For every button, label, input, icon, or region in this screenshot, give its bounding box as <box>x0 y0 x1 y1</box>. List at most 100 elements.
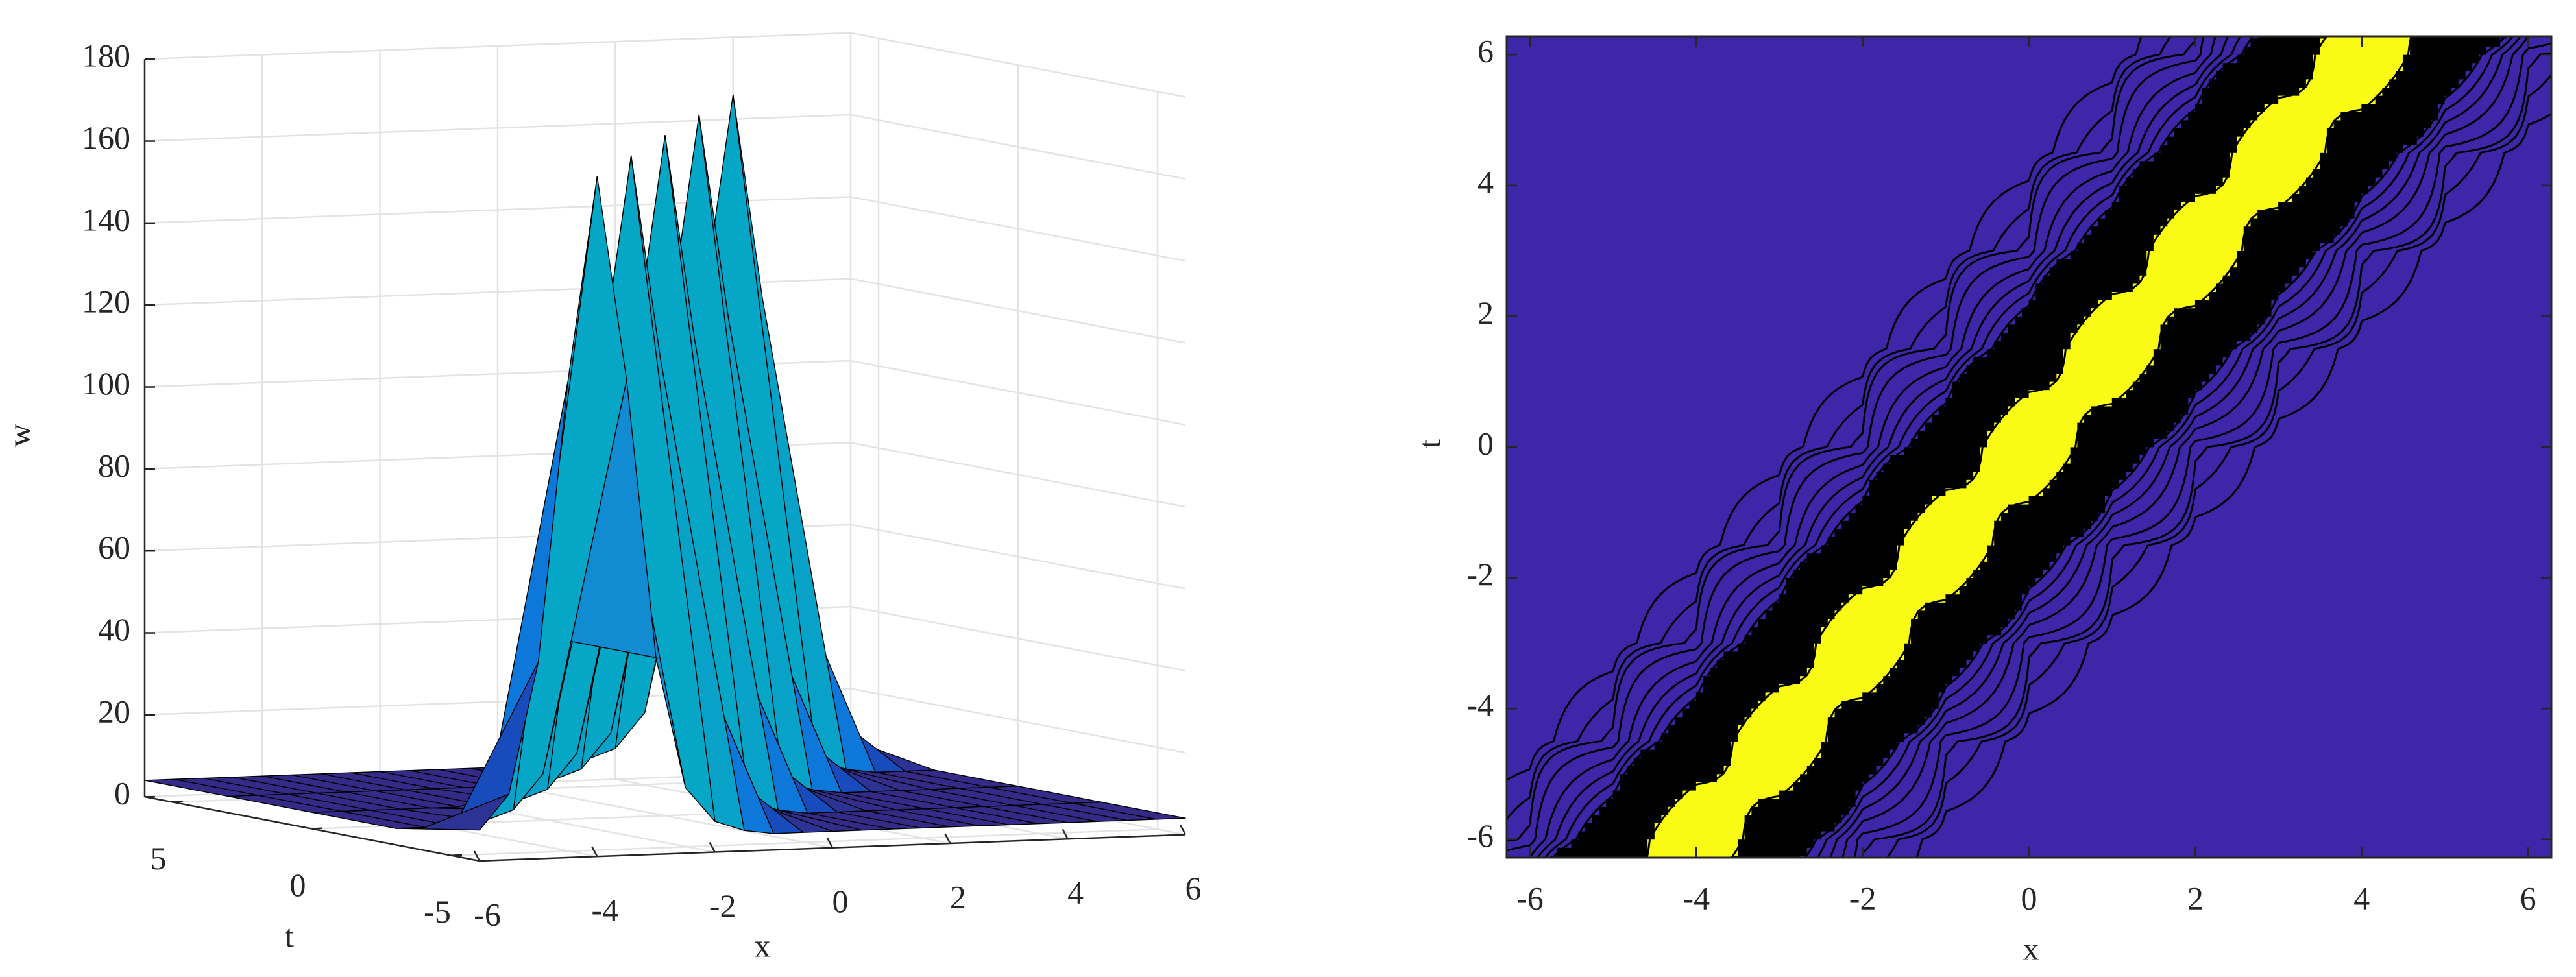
contour-fill <box>1529 348 1614 357</box>
contour-fill <box>1800 675 1864 684</box>
contour-fill <box>1612 348 1697 357</box>
contour-fill <box>1529 299 1614 309</box>
contour-fill <box>2194 520 2279 529</box>
contour-fill <box>1612 790 1683 799</box>
contour-fill <box>1613 21 1697 30</box>
contour-fill <box>2313 169 2363 178</box>
contour-fill <box>2527 95 2551 104</box>
contour-fill <box>2049 381 2113 391</box>
contour-fill <box>1612 520 1697 529</box>
contour-fill <box>2527 357 2551 366</box>
contour-fill <box>2417 21 2446 30</box>
contour-fill <box>2194 782 2279 791</box>
contour-fill <box>2361 275 2446 284</box>
contour-fill <box>2111 71 2196 80</box>
contour-fill <box>1550 855 1614 858</box>
contour-fill <box>1945 160 2030 170</box>
contour-fill <box>2028 308 2092 317</box>
contour-fill <box>1507 439 1531 448</box>
contour-fill <box>1612 422 1697 431</box>
contour-fill <box>2444 814 2529 823</box>
contour-fill <box>2111 814 2196 823</box>
contour-fill <box>1695 830 1745 840</box>
contour-fill <box>2278 275 2293 284</box>
contour-fill <box>1612 185 1697 194</box>
x-tick <box>1179 824 1187 836</box>
contour-fill <box>1945 651 1974 660</box>
contour-fill <box>1612 373 1697 382</box>
contour-fill <box>1507 634 1531 644</box>
contour-fill <box>2361 87 2383 96</box>
contour-fill <box>1751 708 1780 718</box>
contour-fill <box>1612 71 1697 80</box>
contour-fill <box>2111 741 2196 750</box>
contour-fill <box>2132 381 2196 391</box>
contour-fill <box>2028 299 2099 309</box>
contour-fill <box>2194 348 2231 357</box>
contour-fill <box>1612 439 1697 448</box>
contour-fill <box>2361 46 2411 55</box>
contour-fill <box>1897 553 1947 562</box>
contour-fill <box>1862 210 1947 219</box>
contour-fill <box>1772 897 1779 905</box>
contour-fill <box>2194 577 2279 586</box>
contour-fill <box>2194 700 2279 709</box>
contour-fill <box>1744 634 1780 644</box>
contour-fill <box>1695 757 1732 766</box>
contour-fill <box>2361 169 2383 178</box>
contour-fill <box>1695 62 1780 71</box>
contour-fill <box>2194 258 2237 268</box>
contour-fill <box>2194 741 2279 750</box>
contour-fill <box>1572 921 1614 929</box>
contour-fill <box>2111 217 2169 227</box>
contour-fill <box>1862 618 1912 627</box>
contour-fill <box>1779 373 1864 382</box>
contour-fill <box>1945 929 2029 937</box>
contour-fill <box>2278 610 2363 619</box>
contour-fill <box>1862 365 1947 374</box>
contour-fill <box>2230 152 2279 162</box>
contour-fill <box>1862 757 1884 766</box>
contour-fill <box>2042 569 2113 578</box>
contour-fill <box>1724 863 1780 872</box>
contour-fill <box>2028 479 2050 488</box>
contour-fill <box>1507 95 1531 104</box>
contour-fill <box>1612 316 1697 325</box>
contour-fill <box>1779 71 1864 80</box>
contour-fill <box>1945 855 2030 858</box>
contour-fill <box>2278 839 2363 848</box>
contour-fill <box>2278 675 2363 684</box>
contour-fill <box>1695 439 1780 448</box>
contour-fill <box>1994 528 2030 537</box>
contour-fill <box>1612 38 1697 47</box>
contour-fill <box>2063 365 2113 374</box>
contour-fill <box>1945 618 2009 627</box>
contour-fill <box>1507 823 1531 832</box>
contour-fill <box>2278 667 2363 677</box>
contour-fill <box>2028 217 2099 227</box>
contour-fill <box>1507 594 1531 603</box>
contour-fill <box>2028 798 2113 807</box>
contour-fill <box>1779 308 1864 317</box>
contour-fill <box>2361 365 2446 374</box>
z-tick-label: 0 <box>114 775 130 812</box>
y-tick-label: 0 <box>1477 425 1494 461</box>
contour-fill <box>2111 569 2196 578</box>
contour-fill <box>1862 439 1912 448</box>
contour-fill <box>2444 651 2529 660</box>
contour-fill <box>2527 103 2551 112</box>
contour-fill <box>2278 790 2363 799</box>
contour-fill <box>2195 5 2279 14</box>
contour-fill <box>2278 708 2363 718</box>
contour-fill <box>2444 773 2529 782</box>
contour-fill <box>2195 0 2279 6</box>
contour-fill <box>2028 659 2113 668</box>
contour-fill <box>1529 275 1614 284</box>
contour-fill <box>1529 618 1614 627</box>
contour-fill <box>1529 700 1614 709</box>
contour-fill <box>1827 618 1864 627</box>
x-tick <box>473 850 481 862</box>
contour-fill <box>2361 71 2397 80</box>
contour-fill <box>1695 806 1753 815</box>
contour-fill <box>1507 185 1531 194</box>
